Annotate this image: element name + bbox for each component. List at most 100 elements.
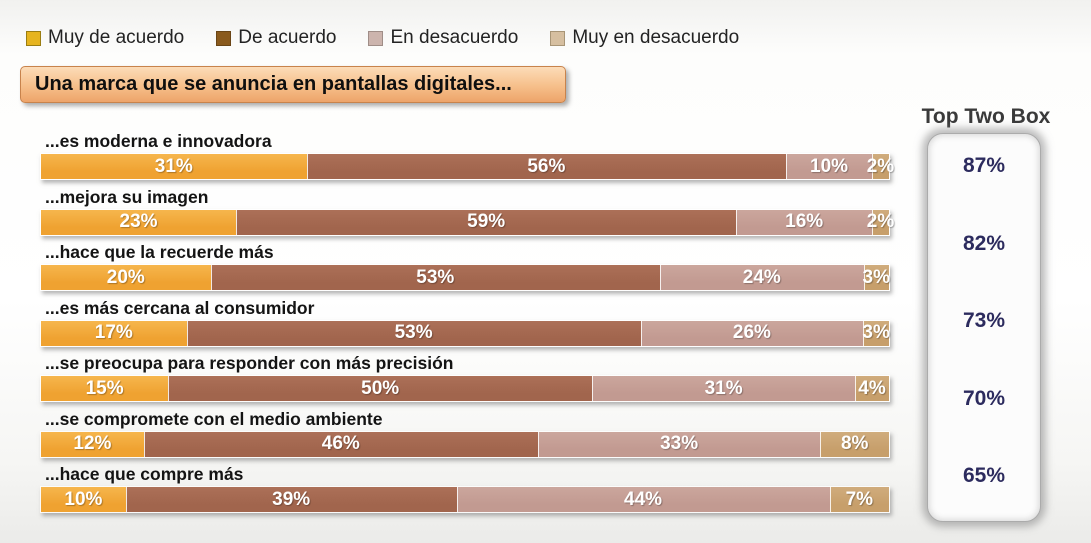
segment-value-label: 59% — [467, 211, 506, 232]
bar-segment-de-acuerdo: 39% — [125, 487, 457, 512]
bar-segment-en-desacuerdo: 44% — [456, 487, 830, 512]
legend-item-muy-en-desacuerdo: Muy en desacuerdo — [550, 27, 739, 49]
segment-value-label: 15% — [85, 377, 124, 399]
bar-segment-muy-de-acuerdo: 23% — [41, 209, 237, 235]
bar-segment-muy-en-desacuerdo: 7% — [829, 487, 889, 512]
category-label: ...se preocupa para responder con más pr… — [45, 353, 454, 373]
bar-segment-de-acuerdo: 50% — [168, 376, 593, 401]
top-two-box-value: 82% — [927, 231, 1041, 287]
stacked-bar: 10% 39% 44% 7% — [40, 486, 890, 513]
segment-value-label: 56% — [527, 155, 566, 177]
stacked-bar: 15% 50% 31% 4% — [40, 375, 890, 402]
bar-segment-muy-en-desacuerdo: 2% — [867, 154, 894, 179]
bar-segment-en-desacuerdo: 31% — [592, 376, 856, 401]
segment-value-label: 31% — [154, 155, 193, 177]
segment-value-label: 20% — [106, 266, 145, 288]
stacked-bar: 31% 56% 10% 2% — [40, 153, 894, 180]
bar-segment-muy-de-acuerdo: 15% — [41, 376, 169, 401]
category-label: ...es moderna e innovadora — [45, 131, 272, 151]
top-two-box-value-label: 73% — [962, 309, 1006, 332]
segment-value-label: 39% — [272, 488, 311, 510]
legend-item-en-desacuerdo: En desacuerdo — [368, 27, 518, 49]
bar-segment-muy-en-desacuerdo: 4% — [855, 376, 889, 401]
chart-rows: ...es moderna e innovadora 31% 56% 10% 2%...… — [0, 131, 894, 520]
legend-item-muy-de-acuerdo: Muy de acuerdo — [26, 27, 184, 49]
bar-segment-en-desacuerdo: 24% — [660, 265, 864, 290]
legend-swatch-icon — [550, 30, 566, 46]
bar-segment-de-acuerdo: 59% — [236, 209, 737, 235]
segment-value-label: 8% — [840, 433, 869, 454]
segment-value-label: 33% — [660, 433, 699, 454]
chart-row: ...es moderna e innovadora 31% 56% 10% 2% — [0, 131, 894, 187]
stacked-bar: 23% 59% 16% 2% — [40, 208, 894, 236]
chart-title-box: Una marca que se anuncia en pantallas di… — [20, 66, 566, 103]
category-label: ...mejora su imagen — [45, 186, 209, 207]
stacked-bar: 20% 53% 24% 3% — [40, 264, 890, 291]
legend-swatch-icon — [216, 30, 232, 46]
segment-value-label: 50% — [361, 377, 400, 399]
legend-label: De acuerdo — [238, 27, 337, 48]
category-label: ...hace que compre más — [45, 464, 244, 484]
segment-value-label: 53% — [394, 322, 433, 343]
legend-label: En desacuerdo — [390, 27, 519, 48]
bar-segment-en-desacuerdo: 10% — [786, 154, 872, 179]
legend-swatch-icon — [368, 30, 384, 46]
bar-segment-de-acuerdo: 46% — [143, 431, 538, 457]
segment-value-label: 26% — [732, 322, 771, 343]
category-label: ...hace que la recuerde más — [45, 242, 274, 262]
top-two-box-value: 58% — [927, 541, 1041, 543]
segment-value-label: 53% — [416, 266, 455, 288]
segment-value-label: 23% — [119, 211, 158, 232]
category-label: ...se compromete con el medio ambiente — [45, 408, 383, 429]
top-two-box-value-label: 65% — [962, 464, 1006, 487]
bar-segment-muy-de-acuerdo: 31% — [41, 154, 307, 179]
top-two-box-values: 87%82%73%70%65%58%49% — [927, 131, 1041, 543]
top-two-box-value: 87% — [927, 153, 1041, 209]
bar-segment-muy-en-desacuerdo: 2% — [867, 209, 894, 235]
bar-segment-en-desacuerdo: 33% — [537, 431, 821, 457]
chart-row: ...se preocupa para responder con más pr… — [0, 353, 890, 409]
category-label: ...es más cercana al consumidor — [45, 297, 315, 318]
segment-value-label: 10% — [810, 155, 849, 177]
bar-segment-de-acuerdo: 53% — [186, 320, 641, 346]
legend-swatch-icon — [26, 30, 41, 46]
chart-row: ...se compromete con el medio ambiente 12… — [0, 408, 890, 465]
bar-segment-en-desacuerdo: 16% — [736, 209, 873, 235]
top-two-box-value: 70% — [927, 386, 1041, 442]
legend: Muy de acuerdo De acuerdo En desacuerdo Muy… — [26, 27, 739, 49]
top-two-box-panel — [927, 133, 1041, 522]
chart-title: Una marca que se anuncia en pantallas di… — [35, 73, 512, 95]
segment-value-label: 3% — [862, 266, 890, 288]
top-two-box-value: 65% — [927, 463, 1041, 519]
stacked-bar: 17% 53% 26% 3% — [40, 319, 890, 347]
bar-segment-muy-en-desacuerdo: 8% — [820, 431, 889, 457]
bar-segment-muy-de-acuerdo: 20% — [41, 265, 211, 290]
top-two-box-value-label: 82% — [962, 231, 1006, 255]
chart-row: ...mejora su imagen 23% 59% 16% 2% — [0, 186, 894, 243]
segment-value-label: 2% — [866, 211, 895, 232]
segment-value-label: 10% — [64, 488, 103, 510]
segment-value-label: 17% — [94, 322, 133, 343]
top-two-box-value: 73% — [927, 308, 1041, 364]
bar-segment-muy-en-desacuerdo: 3% — [862, 265, 890, 290]
segment-value-label: 16% — [785, 211, 824, 232]
chart-row: ...hace que compre más 10% 39% 44% 7% — [0, 464, 890, 520]
segment-value-label: 12% — [73, 433, 112, 454]
bar-segment-en-desacuerdo: 26% — [640, 320, 864, 346]
legend-label: Muy en desacuerdo — [572, 27, 740, 48]
stacked-bar: 12% 46% 33% 8% — [40, 430, 890, 458]
bar-segment-muy-de-acuerdo: 17% — [41, 320, 187, 346]
bar-segment-muy-de-acuerdo: 10% — [41, 487, 126, 512]
legend-item-de-acuerdo: De acuerdo — [216, 27, 336, 49]
top-two-box-header: Top Two Box — [921, 105, 1051, 128]
chart-row: ...hace que la recuerde más 20% 53% 24% 3% — [0, 242, 890, 298]
chart-row: ...es más cercana al consumidor 17% 53% 26%… — [0, 297, 890, 354]
bar-segment-muy-de-acuerdo: 12% — [41, 431, 144, 457]
bar-segment-de-acuerdo: 56% — [306, 154, 787, 179]
segment-value-label: 44% — [624, 488, 663, 510]
segment-value-label: 31% — [704, 377, 743, 399]
bar-segment-de-acuerdo: 53% — [210, 265, 661, 290]
top-two-box-value-label: 87% — [962, 154, 1006, 177]
segment-value-label: 3% — [862, 322, 890, 343]
